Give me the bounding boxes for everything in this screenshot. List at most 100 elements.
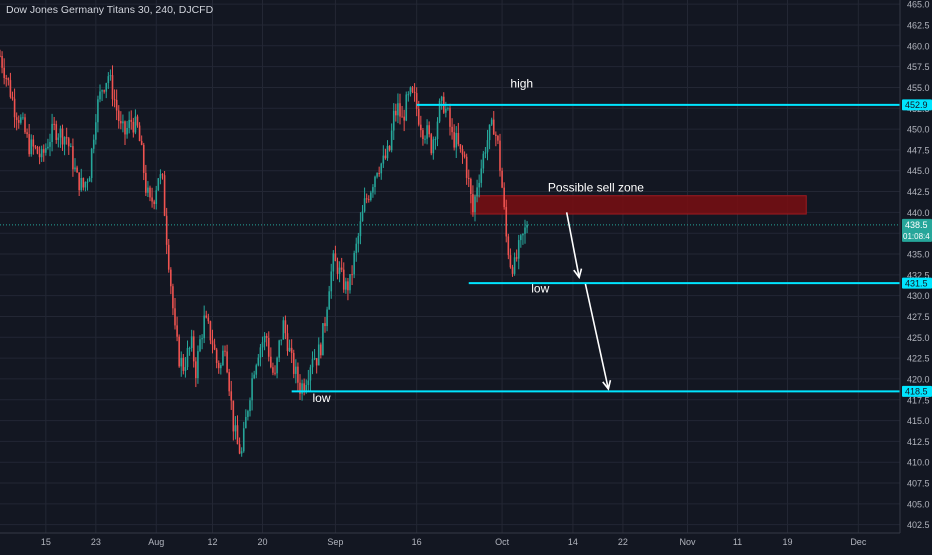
candle-body [122,121,124,124]
candle-body [88,177,91,182]
candle-body [457,132,460,145]
price-tick-label: 422.5 [907,354,930,364]
candle-body [245,416,247,429]
candle-body [78,172,80,191]
candle-body [417,108,420,125]
candlestick-series [0,49,528,457]
candle-body [490,119,493,125]
price-tick-label: 460.0 [907,41,930,51]
price-tick-label: 412.5 [907,437,930,447]
time-tick-label: 23 [91,537,101,547]
candle-body [84,182,87,188]
candle-body [222,350,224,366]
candle-body [232,400,235,432]
candle-body [272,367,274,373]
candle-body [286,333,289,352]
candle-body [317,344,320,366]
candle-body [353,252,355,275]
candle-body [355,243,358,253]
candle-body [153,201,155,205]
candle-body [382,155,385,164]
candle-body [11,96,14,99]
candle-body [503,187,505,208]
candle-body [465,156,468,178]
price-tick-label: 417.5 [907,395,930,405]
candle-body [99,91,101,100]
time-axis[interactable]: 15 23 Aug 12 20 Sep 16 Oct 14 22 Nov 11 19 Dec [0,532,932,550]
candle-body [370,192,372,200]
candle-body [299,382,301,394]
candle-body [30,139,33,155]
candle-body [115,99,118,111]
candle-body [274,372,276,374]
candle-body [326,309,328,327]
candle-body [215,349,218,364]
candle-body [495,134,497,136]
candle-body [455,132,458,148]
candle-body [378,173,380,175]
candle-body [307,380,310,386]
price-tick-label: 410.0 [907,458,930,468]
annotation-label: low [531,281,549,295]
candle-body [120,121,122,124]
candle-body [342,269,345,290]
candle-body [172,286,174,309]
candle-body [70,146,72,148]
candle-body [217,363,220,369]
candle-body [1,55,3,68]
candle-body [61,128,64,145]
candle-body [497,135,499,141]
candle-body [278,340,280,358]
candle-body [292,352,295,374]
candle-body [351,274,353,276]
candle-body [59,128,62,138]
candle-body [436,121,439,140]
candle-body [182,357,185,371]
candle-body [517,240,520,259]
current-price-tag-bg [902,218,932,242]
candle-body [399,103,401,117]
candle-body [361,211,364,222]
candle-body [86,181,89,183]
candle-body [288,347,291,352]
price-axis-bg [900,0,932,550]
candle-body [492,119,495,135]
annotation-label: high [510,76,533,90]
price-axis[interactable]: 402.5 405.0 407.5 410.0 412.5 415.0 417.5 420.0… [899,0,932,550]
arrow-head [573,268,583,280]
candle-body [328,291,330,310]
candle-body [376,173,378,177]
candle-body [261,342,264,348]
candle-body [178,336,180,367]
horizontal-levels[interactable] [0,103,900,393]
candle-body [295,366,297,374]
candle-body [395,110,397,116]
candle-body [472,193,474,213]
candle-body [80,177,83,191]
candle-body [297,366,299,383]
candle-body [203,315,205,339]
candle-body [459,144,462,149]
time-tick-label: Oct [495,537,510,547]
candle-body [184,367,187,371]
candle-body [434,139,437,141]
candle-body [63,137,66,145]
candle-body [9,80,12,97]
candle-body [430,134,433,154]
candle-body [301,383,303,394]
candle-body [57,137,60,140]
price-tags: 452.9 431.5 418.5 438.5 01:08:4 [902,99,932,397]
candle-body [220,365,222,369]
candle-body [188,348,191,350]
candle-body [453,132,455,148]
candle-body [309,367,312,381]
candle-body [205,315,208,318]
candle-body [463,154,466,157]
annotation-label: Possible sell zone [548,181,644,195]
arrow-line [565,212,580,278]
candle-body [134,116,137,133]
candle-body [313,358,316,360]
candle-body [47,146,49,149]
